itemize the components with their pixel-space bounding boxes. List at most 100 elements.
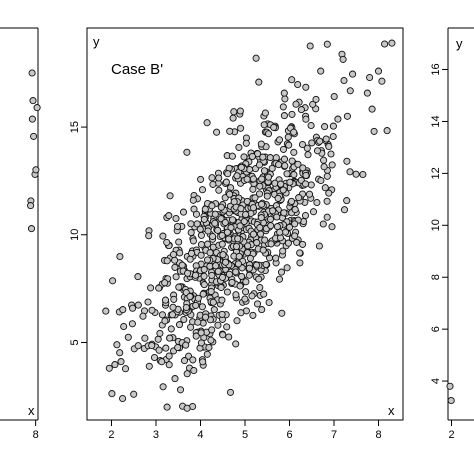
center-data-point [343,157,351,165]
center-data-point [174,343,182,352]
center-data-point [171,263,179,271]
center-x-tick-label: 7 [331,429,337,441]
center-data-point [173,222,182,231]
center-data-point [343,112,351,120]
center-data-point [325,189,333,197]
center-data-point [161,317,169,325]
center-data-point [156,329,164,337]
center-data-point [197,231,205,239]
left-data-point [28,115,36,123]
center-data-point [198,186,207,194]
center-data-point [334,115,342,123]
center-data-point [313,147,322,155]
center-data-point [184,269,192,277]
left-data-point [30,132,38,140]
left-x-axis-label: x [28,403,35,418]
center-data-point [145,232,153,240]
center-data-point [192,301,200,309]
center-data-point [330,92,338,101]
center-data-point [261,109,269,117]
center-data-point [343,197,351,205]
center-data-point [255,275,263,283]
center-data-point [183,370,191,378]
left-data-point [27,202,35,210]
center-data-point [359,170,367,179]
center-data-point [194,318,202,326]
center-data-point [327,150,335,158]
center-data-point [158,311,166,319]
center-data-point [286,178,294,186]
left-panel: 8x [0,27,41,441]
center-data-point [171,375,179,383]
center-data-point [168,311,177,319]
center-data-point [251,194,259,202]
center-data-point [225,270,233,278]
right-data-point [446,382,454,390]
center-data-point [340,76,348,85]
center-data-point [277,268,286,276]
center-data-point [339,55,347,63]
center-data-point [302,83,310,91]
center-data-point [320,156,328,164]
center-data-point [273,223,281,231]
center-data-point [307,181,315,189]
center-data-point [291,220,299,228]
center-data-point [207,287,215,296]
right-data-point [447,396,455,405]
center-data-point [196,225,204,233]
center-data-point [297,106,305,114]
center-data-point [284,239,292,247]
center-data-point [148,341,156,350]
center-data-point [309,208,318,216]
center-data-point [243,175,251,183]
center-data-point [370,127,378,135]
center-data-point [155,346,163,354]
center-data-point [291,232,299,240]
center-data-point [228,152,236,160]
center-data-point [229,216,237,224]
center-data-point [328,223,336,231]
center-data-point [284,133,292,141]
center-data-point [218,296,226,304]
center-data-point [287,197,296,205]
center-data-point [189,237,197,245]
center-data-point [165,212,173,220]
center-data-point [124,333,132,341]
center-data-point [242,210,250,219]
center-data-point [256,283,264,292]
center-data-point [321,184,329,192]
center-data-point [211,210,219,218]
center-data-point [291,205,299,214]
center-data-point [258,200,266,208]
center-data-point [129,304,137,312]
center-data-point [200,265,208,274]
center-data-point [178,261,186,269]
center-data-point [186,255,194,263]
center-data-point [191,271,200,279]
center-data-point [235,252,243,260]
center-data-point [134,301,142,309]
center-data-point [280,112,288,120]
center-data-point [105,364,113,372]
center-data-point [259,153,267,161]
center-x-tick-label: 6 [286,429,292,441]
center-data-point [223,288,231,296]
center-data-point [128,320,136,328]
center-data-point [187,249,196,257]
center-data-point [302,115,310,123]
center-y-axis-label: y [93,34,100,49]
center-data-point [163,257,171,265]
center-data-point [159,383,167,391]
center-data-point [183,148,191,156]
center-data-point [199,290,207,298]
center-data-point [180,315,188,324]
center-data-point [180,357,189,365]
center-data-point [322,135,330,143]
center-data-point [262,260,270,269]
right-y-tick-label: 6 [430,326,442,332]
center-data-point [209,180,217,188]
center-data-point [296,259,304,267]
center-data-point [225,333,233,341]
center-data-point [176,249,184,257]
center-data-point [249,175,257,183]
